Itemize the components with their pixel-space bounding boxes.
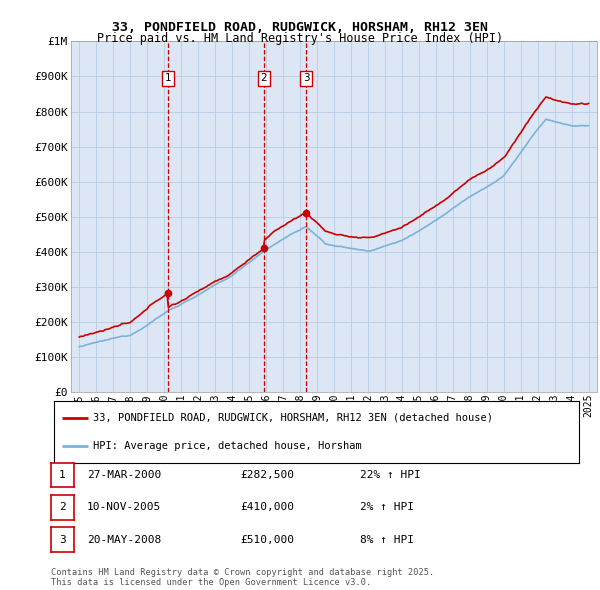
Text: 2% ↑ HPI: 2% ↑ HPI [360, 503, 414, 512]
Text: 8% ↑ HPI: 8% ↑ HPI [360, 535, 414, 545]
Text: 2: 2 [59, 503, 66, 512]
Text: £410,000: £410,000 [240, 503, 294, 512]
Text: 2: 2 [260, 73, 267, 83]
Text: £510,000: £510,000 [240, 535, 294, 545]
Text: 3: 3 [303, 73, 310, 83]
Text: 20-MAY-2008: 20-MAY-2008 [87, 535, 161, 545]
Text: Contains HM Land Registry data © Crown copyright and database right 2025.
This d: Contains HM Land Registry data © Crown c… [51, 568, 434, 587]
Text: 1: 1 [165, 73, 172, 83]
Text: 33, PONDFIELD ROAD, RUDGWICK, HORSHAM, RH12 3EN: 33, PONDFIELD ROAD, RUDGWICK, HORSHAM, R… [112, 21, 488, 34]
Text: £282,500: £282,500 [240, 470, 294, 480]
Text: 3: 3 [59, 535, 66, 545]
Text: 22% ↑ HPI: 22% ↑ HPI [360, 470, 421, 480]
Text: 27-MAR-2000: 27-MAR-2000 [87, 470, 161, 480]
Text: 10-NOV-2005: 10-NOV-2005 [87, 503, 161, 512]
Text: 1: 1 [59, 470, 66, 480]
Text: Price paid vs. HM Land Registry's House Price Index (HPI): Price paid vs. HM Land Registry's House … [97, 32, 503, 45]
Text: 33, PONDFIELD ROAD, RUDGWICK, HORSHAM, RH12 3EN (detached house): 33, PONDFIELD ROAD, RUDGWICK, HORSHAM, R… [94, 413, 493, 423]
Text: HPI: Average price, detached house, Horsham: HPI: Average price, detached house, Hors… [94, 441, 362, 451]
